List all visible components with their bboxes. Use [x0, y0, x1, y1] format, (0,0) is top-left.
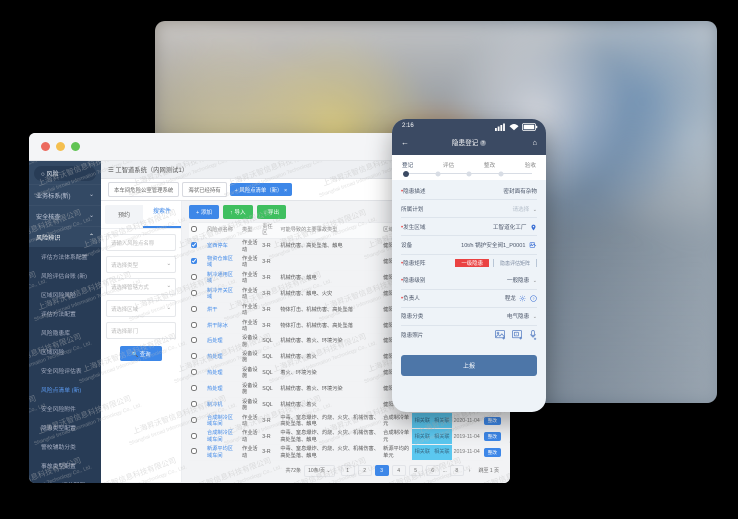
- svg-text:?: ?: [533, 297, 535, 301]
